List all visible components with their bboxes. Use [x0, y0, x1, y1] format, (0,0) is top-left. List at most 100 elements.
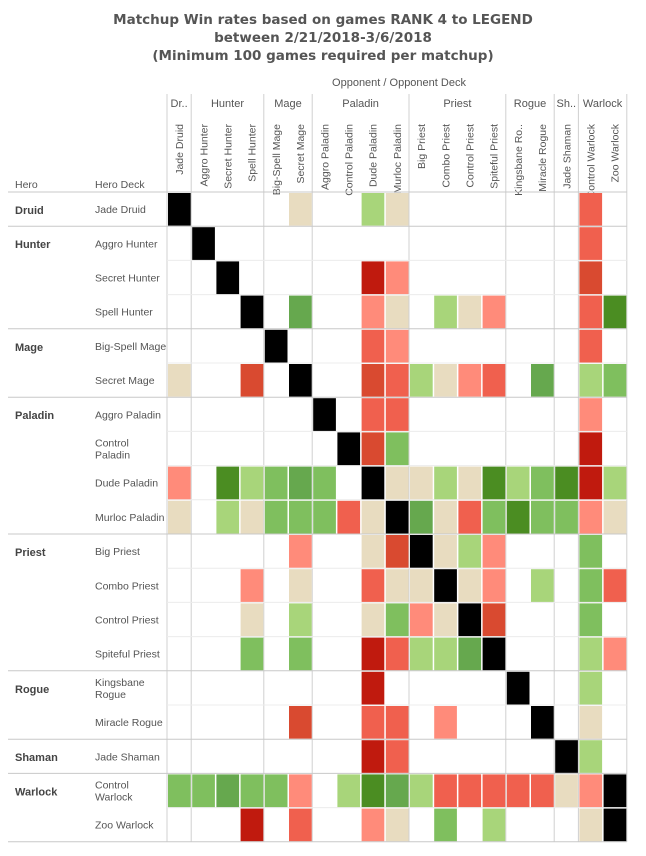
heatmap-cell [410, 637, 433, 671]
heatmap-cell [361, 398, 385, 431]
heatmap-cell [434, 808, 457, 842]
heatmap-cell [531, 774, 554, 808]
heatmap-cell [385, 740, 409, 773]
heatmap-cell [579, 466, 603, 500]
column-deck-label: Dude Paladin [368, 124, 380, 187]
heatmap-cell [410, 535, 433, 568]
heatmap-cell [482, 535, 506, 568]
heatmap-cell [168, 466, 191, 500]
heatmap-cell [579, 193, 603, 226]
heatmap-cell [603, 466, 627, 500]
heatmap-cell [579, 500, 603, 534]
heatmap-cell [385, 295, 409, 329]
heatmap-cell [337, 774, 361, 808]
heatmap-cell [434, 466, 457, 500]
heatmap-cell [531, 364, 554, 397]
row-deck-label: Combo Priest [95, 580, 159, 592]
heatmap-cell [337, 500, 361, 534]
row-hero-label: Rogue [15, 684, 49, 696]
heatmap-cell [240, 774, 264, 808]
heatmap-cell [603, 364, 627, 397]
heatmap-cell [289, 774, 312, 808]
heatmap-cell [531, 569, 554, 602]
heatmap-cell [410, 500, 433, 534]
heatmap-cell [579, 364, 603, 397]
heatmap-cell [603, 774, 627, 808]
heatmap-cell [603, 500, 627, 534]
heatmap-cell [361, 808, 385, 842]
heatmap-cell [289, 808, 312, 842]
heatmap-cell [506, 466, 530, 500]
heatmap-cell [410, 466, 433, 500]
column-deck-label: Big-Spell Mage [271, 124, 283, 195]
row-hero-label: Druid [15, 205, 44, 217]
heatmap-cell [264, 329, 288, 363]
heatmap-cell [434, 500, 457, 534]
heatmap-cell [603, 295, 627, 329]
heatmap-cell [482, 364, 506, 397]
heatmap-cell [434, 364, 457, 397]
chart-title: Matchup Win rates based on games RANK 4 … [0, 11, 646, 65]
heatmap-cell [240, 295, 264, 329]
heatmap-cell [458, 466, 482, 500]
heatmap-cell [361, 671, 385, 705]
heatmap-cell [555, 466, 578, 500]
heatmap-cell [458, 535, 482, 568]
heatmap-cell [482, 808, 506, 842]
row-deck-label: Secret Mage [95, 375, 155, 387]
heatmap-cell [313, 466, 336, 500]
heatmap-cell [555, 774, 578, 808]
column-deck-label: Big Priest [416, 124, 428, 169]
heatmap-cell [361, 500, 385, 534]
row-deck-label: Big-Spell Mage [95, 341, 166, 353]
row-deck-label: Kingsbane [95, 677, 145, 689]
column-deck-label: Jade Druid [174, 124, 186, 175]
heatmap-cell [506, 774, 530, 808]
heatmap-cell [579, 774, 603, 808]
row-hero-label: Shaman [15, 752, 58, 764]
column-deck-label: Spell Hunter [247, 123, 259, 181]
heatmap-cell [482, 569, 506, 602]
heatmap-cell [361, 364, 385, 397]
column-deck-label: Combo Priest [440, 124, 452, 188]
heatmap-cell [579, 603, 603, 637]
row-deck-label: Murloc Paladin [95, 512, 165, 524]
heatmap-cell [361, 706, 385, 739]
row-deck-label: Control Priest [95, 615, 159, 627]
heatmap-cell [264, 500, 288, 534]
row-hero-label: Warlock [15, 786, 58, 798]
heatmap-cell [361, 535, 385, 568]
row-deck-label: Control [95, 438, 129, 450]
row-deck-label: Spell Hunter [95, 307, 153, 319]
heatmap-cell [482, 603, 506, 637]
row-deck-label: Miracle Rogue [95, 717, 163, 729]
row-axis-header-hero: Hero [15, 179, 38, 191]
column-class-label: Rogue [514, 98, 546, 110]
heatmap-cell [361, 261, 385, 295]
heatmap-cell [579, 432, 603, 466]
heatmap-cell [385, 706, 409, 739]
heatmap-cell [264, 774, 288, 808]
heatmap-cell [410, 569, 433, 602]
heatmap-cell [240, 466, 264, 500]
heatmap-cell [289, 500, 312, 534]
column-deck-label: Control Paladin [344, 124, 356, 196]
column-deck-label: Aggro Paladin [319, 124, 331, 190]
heatmap-cell [579, 569, 603, 602]
heatmap-cell [240, 364, 264, 397]
column-deck-label: Jade Shaman [561, 124, 573, 189]
heatmap-cell [458, 295, 482, 329]
heatmap-cell [289, 535, 312, 568]
column-class-label: Sh.. [557, 98, 577, 110]
heatmap-cell [482, 774, 506, 808]
heatmap-cell [410, 774, 433, 808]
heatmap-cell [410, 603, 433, 637]
heatmap-cell [216, 466, 240, 500]
row-hero-label: Priest [15, 547, 46, 559]
heatmap-cell [240, 603, 264, 637]
heatmap-cell [434, 774, 457, 808]
heatmap-cell [506, 671, 530, 705]
heatmap-cell [458, 500, 482, 534]
column-deck-label: Secret Hunter [223, 123, 235, 188]
